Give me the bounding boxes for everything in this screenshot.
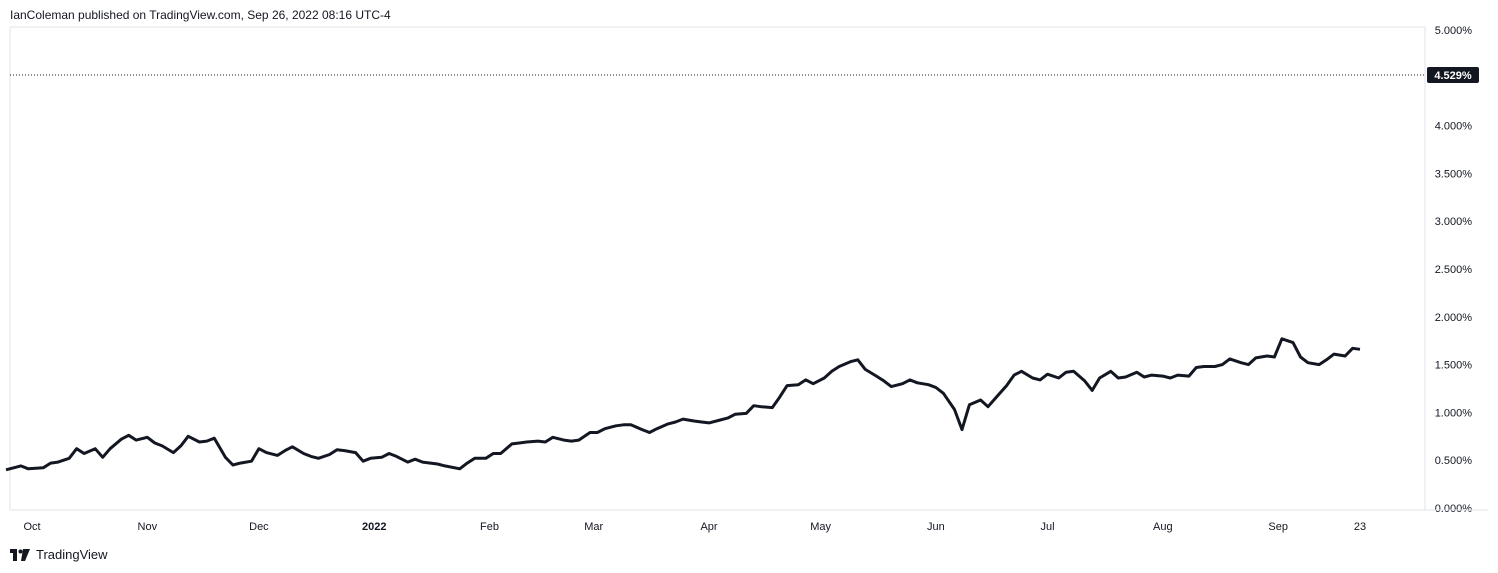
y-tick-label: 0.000% xyxy=(1435,503,1473,515)
tradingview-logo-icon xyxy=(10,548,30,561)
x-tick-label: Feb xyxy=(480,521,499,533)
y-tick-label: 3.000% xyxy=(1435,216,1473,228)
last-value-marker: 4.529% xyxy=(10,67,1479,84)
y-tick-label: 2.500% xyxy=(1435,264,1473,276)
y-tick-label: 1.000% xyxy=(1435,407,1473,419)
last-value-badge xyxy=(1427,67,1479,84)
footer-brand-label: TradingView xyxy=(36,547,108,562)
plot-border xyxy=(9,26,1426,511)
y-tick-label: 3.500% xyxy=(1435,168,1473,180)
y-tick-label: 0.500% xyxy=(1435,455,1473,467)
x-tick-label: Sep xyxy=(1268,521,1288,533)
footer-brand[interactable]: TradingView xyxy=(10,547,108,562)
y-tick-label: 5.000% xyxy=(1435,25,1473,37)
x-tick-label: Dec xyxy=(249,521,269,533)
publisher-caption: IanColeman published on TradingView.com,… xyxy=(10,8,391,22)
x-axis: Oct Nov Dec 2022 Feb Mar Apr May Jun Jul Aug Sep 23 xyxy=(10,509,1488,533)
y-tick-label: 4.000% xyxy=(1435,121,1473,133)
series-line xyxy=(5,337,1361,472)
x-tick-label: Jun xyxy=(927,521,945,533)
x-tick-label: Mar xyxy=(584,521,603,533)
chart-frame xyxy=(9,26,1426,511)
y-tick-label: 1.500% xyxy=(1435,360,1473,372)
y-tick-label: 2.000% xyxy=(1435,312,1473,324)
plot-area xyxy=(5,337,1361,472)
x-tick-label: Aug xyxy=(1153,521,1173,533)
x-tick-label: 2022 xyxy=(362,521,386,533)
x-tick-label: Nov xyxy=(138,521,158,533)
x-tick-label: Oct xyxy=(23,521,40,533)
x-tick-label: May xyxy=(810,521,831,533)
x-tick-label: 23 xyxy=(1354,521,1366,533)
last-value-label: 4.529% xyxy=(1434,70,1472,82)
x-tick-label: Apr xyxy=(700,521,717,533)
x-tick-label: Jul xyxy=(1040,521,1054,533)
y-axis: 5.000% 4.000% 3.500% 3.000% 2.500% 2.000% 1.50… xyxy=(1435,25,1473,515)
